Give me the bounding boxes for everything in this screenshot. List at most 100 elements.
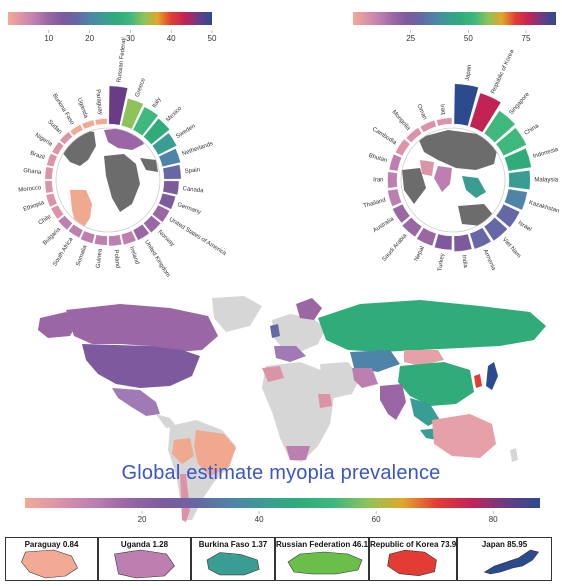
left-bar (50, 204, 65, 220)
southern-europe-shape (274, 346, 306, 362)
korea-shape (474, 374, 482, 388)
right-globe (401, 128, 505, 232)
mexico-shape (112, 388, 160, 416)
right-country-label: Bhutan (368, 153, 388, 164)
right-country-label: Iran (373, 178, 383, 184)
left-bar (68, 223, 84, 239)
canada-shape (66, 304, 218, 352)
country-outline (206, 552, 260, 576)
right-bar (483, 217, 508, 242)
left-country-label: Ghana (23, 168, 42, 176)
south-america-shape (70, 190, 92, 230)
paraguay-shape (21, 549, 78, 579)
left-tick-label: 20 (85, 34, 94, 43)
australia-map-shape (432, 414, 496, 458)
left-country-label: Ethiopia (23, 200, 46, 213)
left-country-label: Uganda (76, 97, 89, 119)
right-country-label: Turkey (437, 253, 446, 272)
north-africa-shape (262, 366, 284, 382)
left-country-label: Chile (38, 214, 53, 227)
arabian-peninsula-shape (420, 160, 434, 176)
arabia-shape (140, 158, 158, 172)
right-bar (392, 203, 411, 224)
right-country-label: Mongolia (390, 109, 411, 132)
right-bar (469, 227, 492, 250)
country-panel: Russian Federation 46.17 (275, 537, 373, 581)
left-tick-label: 30 (126, 34, 135, 43)
left-bar (143, 215, 162, 234)
right-country-label: Oman (415, 104, 427, 121)
world-tick-label: 80 (489, 515, 498, 524)
burkina-shape (206, 552, 260, 576)
right-bar (508, 170, 531, 190)
left-bar (94, 118, 108, 126)
chart-title: Global estimate myopia prevalence (121, 462, 441, 484)
left-bar (44, 166, 54, 180)
south-africa-shape (286, 446, 310, 460)
left-colorbar (8, 12, 212, 25)
left-color-scale: 10 20 30 40 50 (8, 12, 217, 43)
left-country-label: Greece (135, 77, 147, 98)
greenland-map-shape (212, 296, 262, 332)
right-country-label: Kazakhstan (528, 200, 560, 215)
left-country-label: Brazil (29, 151, 45, 162)
right-bar (395, 138, 411, 157)
right-country-label: Saudi Arabia (381, 233, 408, 263)
country-panel-label: Republic of Korea 73.94 (370, 540, 461, 549)
right-bar (504, 188, 528, 211)
left-country-label: Spain (184, 167, 200, 175)
world-tick-label: 40 (255, 515, 264, 524)
east-africa-shape (402, 168, 426, 204)
right-bar (419, 119, 437, 133)
africa-shape (104, 154, 140, 212)
left-bar (162, 164, 182, 180)
left-bar (151, 132, 178, 156)
africa-map-shape (262, 362, 334, 462)
left-colorbar-ticks: 10 20 30 40 50 (44, 30, 217, 43)
left-tick-label: 40 (167, 34, 176, 43)
russia-map-shape (318, 300, 546, 352)
right-tick-label: 75 (522, 34, 531, 43)
world-colorbar (25, 498, 540, 508)
right-country-label: Republic of Korea (490, 48, 516, 94)
left-bar (108, 234, 123, 247)
left-country-label: Paraguay (94, 89, 103, 115)
right-bar (504, 147, 532, 172)
india-shape (434, 166, 452, 192)
country-outline (483, 549, 540, 575)
australia-shape (458, 204, 494, 226)
left-bar (44, 180, 54, 194)
left-bar (81, 119, 96, 130)
left-country-label: Poland (112, 249, 120, 268)
country-outline (287, 551, 363, 575)
left-country-label: Sudan (46, 119, 63, 136)
country-panel: Uganda 1.28 (98, 537, 191, 581)
left-bar (158, 148, 181, 168)
country-panel-label: Uganda 1.28 (120, 540, 169, 549)
world-color-scale: 20 40 60 80 (25, 498, 540, 524)
country-panel-label: Russian Federation 46.17 (276, 540, 373, 549)
left-globe (56, 128, 160, 232)
southeast-asia-shape (462, 176, 486, 198)
right-tick-label: 25 (406, 34, 415, 43)
right-country-label: Japan (465, 64, 473, 81)
left-country-label: Somalia (76, 244, 89, 267)
new-zealand-shape (510, 448, 518, 462)
right-colorbar-ticks: 25 50 75 (406, 30, 531, 43)
right-bar (495, 203, 521, 228)
right-country-label: Iraq (439, 104, 446, 115)
country-panel: Japan 85.95 (457, 537, 552, 581)
right-colorbar (353, 12, 556, 25)
left-bar (120, 230, 137, 246)
left-bar (59, 131, 73, 145)
right-country-label: India (460, 255, 468, 269)
central-america-shape (156, 414, 176, 428)
kazakhstan-shape (350, 350, 400, 372)
india-map-shape (380, 384, 406, 420)
country-outline (21, 549, 78, 579)
left-bar (51, 141, 65, 156)
left-country-label: Canada (182, 186, 204, 194)
left-country-label: Norway (157, 229, 176, 248)
right-globe-outline (400, 127, 506, 233)
